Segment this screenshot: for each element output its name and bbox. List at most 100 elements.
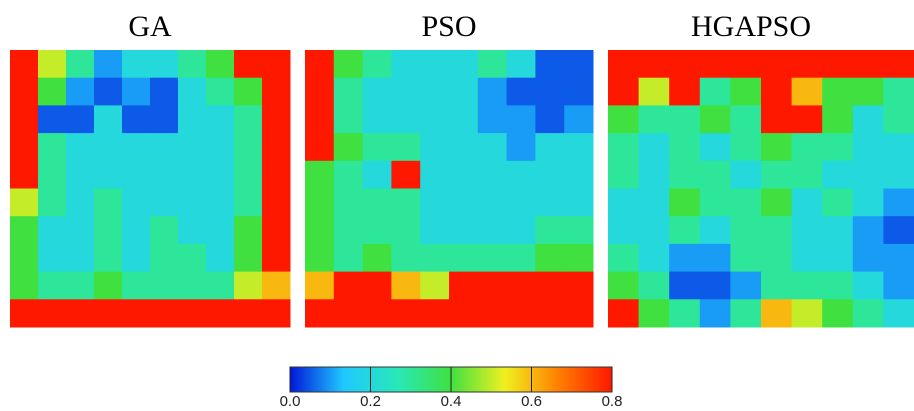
heatmap-cell — [362, 77, 392, 106]
heatmap-cell — [608, 105, 640, 134]
heatmap-cell — [362, 299, 392, 328]
heatmap-cell — [262, 188, 291, 217]
heatmap-cell — [699, 105, 731, 134]
heatmap-cell — [852, 50, 884, 79]
heatmap-cell — [420, 188, 450, 217]
heatmap-cell — [506, 160, 536, 189]
heatmap-cell — [761, 216, 793, 245]
heatmap-cell — [178, 133, 207, 162]
heatmap-cell — [234, 299, 263, 328]
heatmap-cell — [66, 105, 95, 134]
heatmap-cell — [333, 216, 364, 245]
heatmap-cell — [150, 160, 179, 189]
colorbar-tick-label: 0.2 — [360, 393, 381, 410]
heatmap-cell — [38, 133, 67, 162]
heatmap-cell — [730, 50, 762, 79]
heatmap-cell — [262, 133, 291, 162]
heatmap-cell — [730, 160, 762, 189]
heatmap-cell — [699, 160, 731, 189]
heatmap-cell — [730, 243, 762, 273]
heatmap-cell — [699, 133, 731, 162]
heatmap-cell — [699, 216, 731, 245]
heatmap-cell — [122, 77, 151, 106]
heatmap-cell — [362, 50, 392, 79]
heatmap-cell — [206, 77, 235, 106]
heatmap-cell — [638, 188, 670, 217]
heatmap-cell — [94, 77, 123, 106]
heatmap-cell — [206, 160, 235, 189]
heatmap-cell — [477, 160, 508, 189]
heatmap-cell — [449, 243, 479, 273]
heatmap-cell — [178, 105, 207, 134]
colorbar-tick-label: 0.0 — [280, 393, 301, 410]
heatmap-cell — [206, 271, 235, 300]
heatmap-cell — [206, 133, 235, 162]
heatmap-cell — [94, 216, 123, 245]
heatmap-cell — [262, 216, 291, 245]
heatmap-cell — [477, 299, 508, 328]
heatmap-cell — [883, 271, 914, 300]
heatmap-cell — [638, 271, 670, 300]
heatmap-cell — [822, 271, 854, 300]
heatmap-cell — [791, 271, 823, 300]
heatmap-cell — [564, 271, 594, 300]
heatmap-cell — [333, 188, 364, 217]
heatmap-cell — [535, 271, 565, 300]
heatmap-cell — [506, 133, 536, 162]
heatmap-cell — [391, 188, 421, 217]
heatmap-cell — [822, 160, 854, 189]
heatmap-cell — [10, 160, 39, 189]
colorbar-tick-label: 0.4 — [441, 393, 462, 410]
heatmap-cell — [150, 216, 179, 245]
heatmap-cell — [669, 105, 701, 134]
heatmap-cell — [761, 105, 793, 134]
heatmap-cell — [391, 271, 421, 300]
heatmap-cell — [391, 105, 421, 134]
heatmap-cell — [506, 77, 536, 106]
heatmap-cell — [449, 105, 479, 134]
heatmap-cell — [38, 77, 67, 106]
heatmap-cell — [333, 271, 364, 300]
heatmap-cell — [608, 271, 640, 300]
heatmap-cell — [122, 216, 151, 245]
heatmap-cell — [420, 50, 450, 79]
heatmap-cell — [305, 50, 335, 79]
heatmap-cell — [150, 271, 179, 300]
heatmap-cell — [638, 77, 670, 106]
heatmap-cell — [791, 105, 823, 134]
heatmap-cell — [38, 271, 67, 300]
heatmap-cell — [564, 133, 594, 162]
heatmap-cell — [305, 271, 335, 300]
heatmap-cell — [761, 188, 793, 217]
heatmap-cell — [122, 160, 151, 189]
heatmap-cell — [477, 188, 508, 217]
heatmap-cell — [883, 77, 914, 106]
heatmap-cell — [699, 188, 731, 217]
heatmap-cell — [234, 77, 263, 106]
heatmap-cell — [638, 133, 670, 162]
heatmap-cell — [391, 160, 421, 189]
heatmap-cell — [66, 133, 95, 162]
heatmap-cell — [234, 243, 263, 273]
heatmap-cell — [669, 133, 701, 162]
heatmap-cell — [564, 160, 594, 189]
heatmap-cell — [234, 160, 263, 189]
heatmap-cell — [822, 216, 854, 245]
heatmap-cell — [38, 299, 67, 328]
heatmap-cell — [535, 188, 565, 217]
heatmap-cell — [391, 50, 421, 79]
heatmap-cell — [608, 216, 640, 245]
heatmap-cell — [362, 216, 392, 245]
heatmap-cell — [10, 188, 39, 217]
heatmap-cell — [791, 160, 823, 189]
heatmap-cell — [150, 188, 179, 217]
heatmap-cell — [506, 216, 536, 245]
heatmap-cell — [506, 188, 536, 217]
heatmap-cell — [420, 299, 450, 328]
heatmap-cell — [94, 243, 123, 273]
heatmap-cell — [66, 271, 95, 300]
heatmap-cell — [234, 133, 263, 162]
heatmap-cell — [730, 77, 762, 106]
heatmap-cell — [669, 50, 701, 79]
